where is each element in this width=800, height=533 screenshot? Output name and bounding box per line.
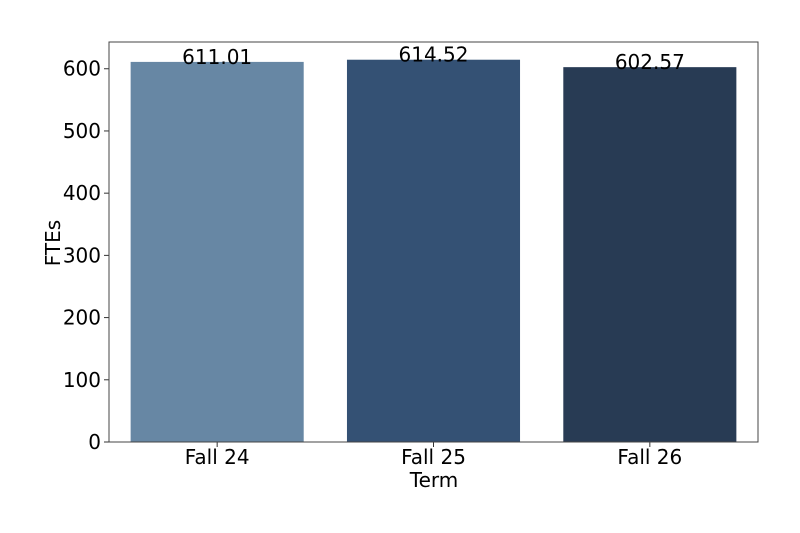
y-tick-label: 0 <box>88 430 101 454</box>
x-axis-label: Term <box>409 468 458 492</box>
y-tick-label: 200 <box>63 306 101 330</box>
x-tick-label: Fall 26 <box>617 445 682 469</box>
x-tick-label: Fall 25 <box>401 445 466 469</box>
bar <box>346 59 521 443</box>
bar <box>130 61 304 443</box>
value-label: 602.57 <box>615 50 685 74</box>
y-tick-label: 300 <box>63 243 101 267</box>
y-axis-label: FTEs <box>41 220 65 266</box>
value-label: 611.01 <box>182 45 252 69</box>
y-tick-label: 400 <box>63 181 101 205</box>
y-tick-label: 100 <box>63 368 101 392</box>
bar <box>563 67 737 443</box>
x-tick-label: Fall 24 <box>185 445 250 469</box>
value-label: 614.52 <box>399 43 469 67</box>
y-tick-label: 500 <box>63 119 101 143</box>
plot-frame <box>108 41 759 443</box>
y-tick-label: 600 <box>63 57 101 81</box>
